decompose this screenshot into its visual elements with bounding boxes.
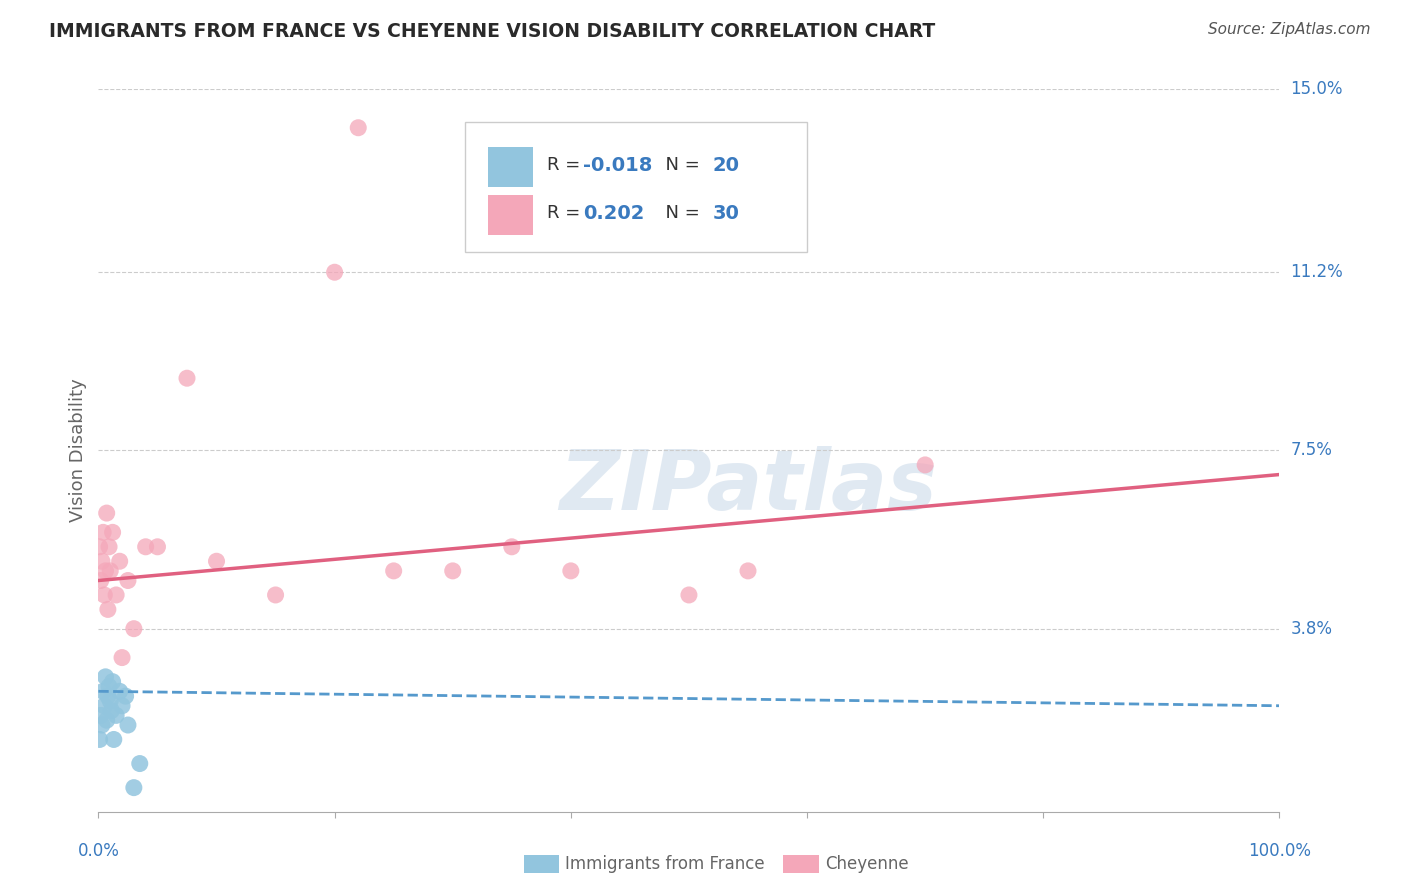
Point <box>914 458 936 472</box>
Point <box>678 588 700 602</box>
Point <box>117 718 139 732</box>
Point <box>93 698 115 713</box>
Point <box>128 756 150 771</box>
Point <box>108 554 131 568</box>
Point <box>111 698 134 713</box>
Point <box>101 674 124 689</box>
Point <box>100 704 122 718</box>
Text: Source: ZipAtlas.com: Source: ZipAtlas.com <box>1208 22 1371 37</box>
Point <box>94 670 117 684</box>
Point <box>98 680 121 694</box>
Text: 3.8%: 3.8% <box>1291 620 1333 638</box>
Point <box>111 650 134 665</box>
Point <box>91 684 114 698</box>
Point <box>98 564 121 578</box>
Text: 20: 20 <box>713 155 740 175</box>
Y-axis label: Vision Disability: Vision Disability <box>69 378 87 523</box>
Text: 0.202: 0.202 <box>582 204 644 223</box>
Point <box>94 564 117 578</box>
Text: 7.5%: 7.5% <box>1291 442 1333 459</box>
Point <box>117 574 139 588</box>
Point <box>382 564 405 578</box>
Point <box>91 525 114 540</box>
Point <box>347 120 370 135</box>
Point <box>90 708 112 723</box>
Point <box>96 506 118 520</box>
FancyBboxPatch shape <box>783 855 818 873</box>
Text: 15.0%: 15.0% <box>1291 80 1343 98</box>
Point <box>114 689 136 703</box>
Point <box>89 732 111 747</box>
Point <box>91 718 114 732</box>
Text: 100.0%: 100.0% <box>1249 842 1310 860</box>
Point <box>98 694 121 708</box>
Point <box>176 371 198 385</box>
Point <box>101 525 124 540</box>
Point <box>323 265 346 279</box>
Text: -0.018: -0.018 <box>582 155 652 175</box>
Text: N =: N = <box>654 204 704 222</box>
Point <box>264 588 287 602</box>
Text: N =: N = <box>654 156 704 174</box>
Point <box>105 588 128 602</box>
Point <box>97 689 120 703</box>
Point <box>98 540 121 554</box>
Point <box>91 554 114 568</box>
FancyBboxPatch shape <box>523 855 560 873</box>
Point <box>501 540 523 554</box>
Point <box>97 602 120 616</box>
Text: Cheyenne: Cheyenne <box>825 855 908 873</box>
Point <box>90 574 112 588</box>
Point <box>96 713 118 727</box>
Point <box>105 708 128 723</box>
Point <box>135 540 157 554</box>
Point <box>93 588 115 602</box>
FancyBboxPatch shape <box>488 195 533 235</box>
Point <box>737 564 759 578</box>
Text: ZIPatlas: ZIPatlas <box>560 446 936 527</box>
FancyBboxPatch shape <box>488 147 533 186</box>
Text: R =: R = <box>547 156 586 174</box>
Text: 30: 30 <box>713 204 740 223</box>
Text: Immigrants from France: Immigrants from France <box>565 855 765 873</box>
Point <box>108 684 131 698</box>
Text: R =: R = <box>547 204 586 222</box>
Text: IMMIGRANTS FROM FRANCE VS CHEYENNE VISION DISABILITY CORRELATION CHART: IMMIGRANTS FROM FRANCE VS CHEYENNE VISIO… <box>49 22 935 41</box>
FancyBboxPatch shape <box>464 121 807 252</box>
Point <box>560 564 582 578</box>
Point <box>89 540 111 554</box>
Point <box>122 622 145 636</box>
Point <box>103 732 125 747</box>
Point <box>122 780 145 795</box>
Text: 0.0%: 0.0% <box>77 842 120 860</box>
Text: 11.2%: 11.2% <box>1291 263 1343 281</box>
Point <box>205 554 228 568</box>
Point <box>441 564 464 578</box>
Point <box>146 540 169 554</box>
